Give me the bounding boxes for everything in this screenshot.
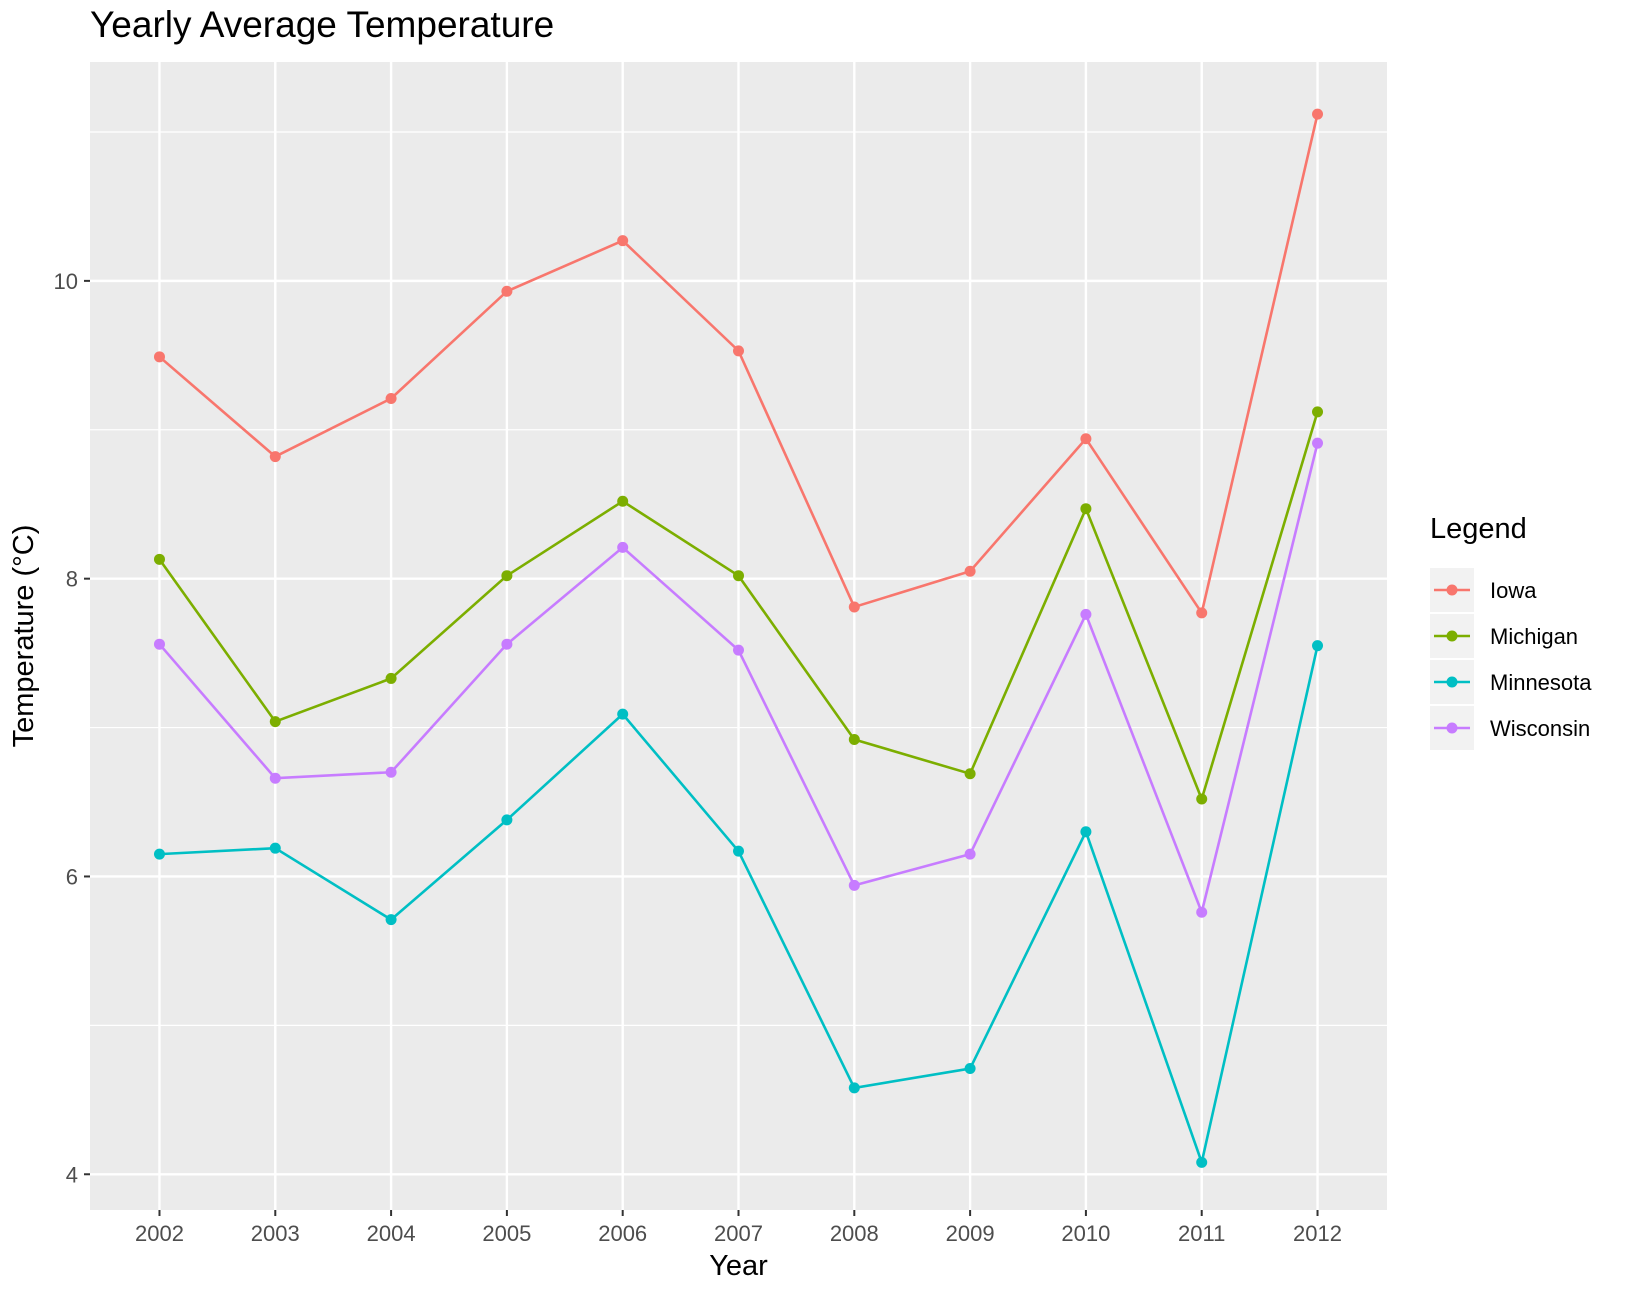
data-point-iowa [733, 345, 744, 357]
data-point-iowa [501, 285, 513, 297]
x-tick-label: 2003 [251, 1221, 300, 1246]
data-point-michigan [964, 768, 976, 780]
data-point-minnesota [269, 842, 281, 854]
data-point-iowa [964, 565, 976, 577]
data-point-michigan [385, 672, 397, 684]
data-point-michigan [848, 733, 860, 745]
data-point-michigan [733, 570, 744, 582]
legend-point-minnesota [1446, 676, 1458, 688]
data-point-minnesota [1080, 826, 1092, 838]
x-tick-label: 2009 [946, 1221, 995, 1246]
data-point-iowa [153, 351, 165, 363]
data-point-wisconsin [1196, 906, 1208, 918]
legend-label-wisconsin: Wisconsin [1490, 716, 1590, 741]
data-point-minnesota [733, 845, 744, 857]
x-tick-label: 2007 [714, 1221, 763, 1246]
chart-title: Yearly Average Temperature [90, 4, 555, 45]
data-point-minnesota [385, 914, 397, 926]
legend-label-iowa: Iowa [1490, 578, 1537, 603]
data-point-wisconsin [269, 772, 281, 784]
data-point-wisconsin [617, 541, 629, 553]
legend-title: Legend [1430, 513, 1527, 545]
x-tick-label: 2002 [135, 1221, 184, 1246]
data-point-minnesota [848, 1082, 860, 1094]
data-point-minnesota [153, 848, 165, 860]
data-point-minnesota [1312, 640, 1324, 652]
x-tick-label: 2004 [367, 1221, 416, 1246]
data-point-iowa [385, 393, 397, 405]
legend-label-minnesota: Minnesota [1490, 670, 1592, 695]
data-point-wisconsin [733, 644, 744, 656]
data-point-minnesota [1196, 1156, 1208, 1168]
y-tick-label: 8 [66, 567, 78, 592]
data-point-iowa [1312, 108, 1324, 120]
data-point-michigan [153, 553, 165, 565]
legend-point-wisconsin [1446, 722, 1458, 734]
legend-point-iowa [1446, 584, 1458, 596]
x-tick-label: 2006 [598, 1221, 647, 1246]
data-point-michigan [1080, 503, 1092, 515]
data-point-michigan [617, 495, 629, 507]
data-point-minnesota [501, 814, 513, 826]
data-point-minnesota [617, 708, 629, 720]
data-point-iowa [1080, 433, 1092, 445]
data-point-wisconsin [385, 766, 397, 778]
data-point-wisconsin [153, 638, 165, 650]
x-tick-label: 2010 [1061, 1221, 1110, 1246]
x-tick-label: 2005 [482, 1221, 531, 1246]
y-tick-label: 10 [54, 269, 78, 294]
data-point-iowa [617, 235, 629, 247]
x-tick-label: 2008 [830, 1221, 879, 1246]
y-tick-label: 4 [66, 1162, 78, 1187]
x-tick-label: 2012 [1293, 1221, 1342, 1246]
legend-label-michigan: Michigan [1490, 624, 1578, 649]
data-point-michigan [269, 716, 281, 728]
data-point-iowa [848, 601, 860, 613]
data-point-michigan [1196, 793, 1208, 805]
legend-point-michigan [1446, 630, 1458, 642]
data-point-wisconsin [1312, 437, 1324, 449]
data-point-minnesota [964, 1063, 976, 1075]
x-axis-title: Year [709, 1250, 768, 1282]
data-point-wisconsin [964, 848, 976, 860]
y-tick-label: 6 [66, 864, 78, 889]
y-axis-title: Temperature (°C) [8, 525, 40, 748]
data-point-michigan [501, 570, 513, 582]
data-point-iowa [269, 451, 281, 463]
x-tick-label: 2011 [1178, 1221, 1225, 1246]
data-point-michigan [1312, 406, 1324, 418]
data-point-iowa [1196, 607, 1208, 619]
data-point-wisconsin [848, 879, 860, 891]
data-point-wisconsin [501, 638, 513, 650]
data-point-wisconsin [1080, 608, 1092, 620]
